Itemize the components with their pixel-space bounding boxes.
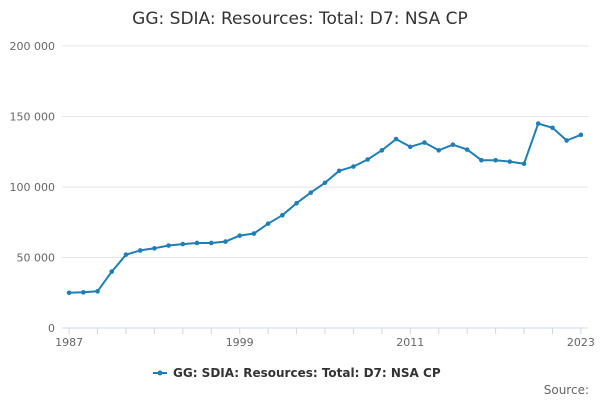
data-point[interactable] [66,290,72,296]
data-point[interactable] [137,248,143,253]
y-tick-label: 100 000 [10,181,56,194]
legend[interactable]: GG: SDIA: Resources: Total: D7: NSA CP [153,366,441,380]
y-axis: 0 50 000 100 000 150 000 200 000 [10,40,56,335]
x-tick-label: 1987 [55,336,83,349]
data-point[interactable] [479,157,484,163]
data-point[interactable] [464,147,470,152]
data-point[interactable] [407,144,413,150]
gridlines [62,45,588,258]
y-tick-label: 50 000 [17,252,56,265]
data-point[interactable] [436,148,442,153]
data-point[interactable] [95,289,100,294]
data-point[interactable] [265,221,271,226]
data-point[interactable] [194,240,200,246]
x-tick-label: 1999 [226,336,254,349]
data-point[interactable] [81,290,86,295]
data-point[interactable] [180,241,186,247]
data-point[interactable] [251,231,257,236]
data-point[interactable] [123,252,129,257]
data-point[interactable] [564,138,569,143]
data-point[interactable] [152,246,157,251]
data-point[interactable] [450,142,456,147]
chart-title: GG: SDIA: Resources: Total: D7: NSA CP [132,9,468,29]
legend-label: GG: SDIA: Resources: Total: D7: NSA CP [173,366,441,380]
data-point[interactable] [280,212,285,218]
legend-marker-point [157,370,163,376]
x-tick-label: 2023 [567,336,595,349]
data-point[interactable] [493,157,498,163]
data-point[interactable] [550,125,555,131]
data-point[interactable] [208,240,214,246]
y-tick-label: 0 [48,322,55,335]
data-point[interactable] [223,239,228,244]
y-tick-label: 200 000 [10,40,56,53]
data-point[interactable] [322,180,328,186]
data-point[interactable] [365,157,370,162]
data-point[interactable] [336,168,342,174]
data-point[interactable] [379,148,385,153]
data-point[interactable] [308,190,314,195]
data-point[interactable] [578,132,584,138]
data-point[interactable] [521,161,527,167]
data-point[interactable] [237,233,243,238]
x-tick-label: 2011 [396,336,424,349]
series-line[interactable] [69,122,582,294]
y-tick-label: 150 000 [10,111,56,124]
data-point[interactable] [351,164,356,169]
data-point[interactable] [393,136,399,142]
data-point[interactable] [109,269,115,274]
data-point[interactable] [535,121,541,126]
x-axis: 1987 1999 2011 2023 [55,327,595,349]
data-point[interactable] [507,159,513,164]
data-point[interactable] [294,200,299,206]
series-group [66,121,584,296]
source-label: Source: [544,383,589,397]
data-point[interactable] [422,140,427,145]
data-point[interactable] [166,243,171,248]
